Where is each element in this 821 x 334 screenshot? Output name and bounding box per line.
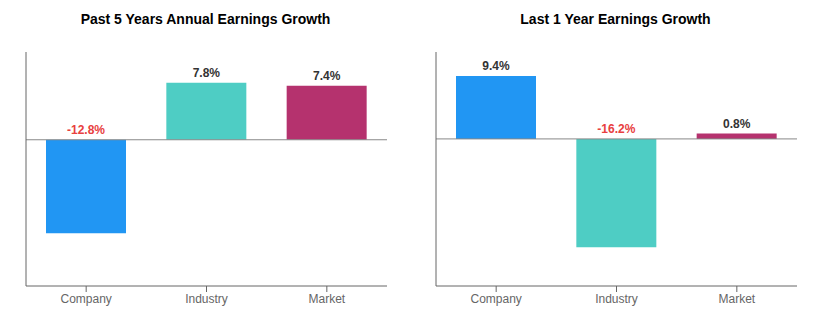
svg-text:Company: Company	[470, 292, 521, 306]
svg-text:Market: Market	[308, 292, 345, 306]
svg-text:Market: Market	[718, 292, 755, 306]
svg-text:-12.8%: -12.8%	[67, 123, 105, 137]
svg-text:9.4%: 9.4%	[482, 59, 510, 73]
svg-text:Industry: Industry	[185, 292, 228, 306]
svg-text:Industry: Industry	[595, 292, 638, 306]
svg-text:7.8%: 7.8%	[193, 66, 221, 80]
html-text:Last 1 Year Earnings Growth: Last 1 Year Earnings Growth	[520, 11, 711, 27]
svg-text:7.4%: 7.4%	[313, 69, 341, 83]
svg-text:0.8%: 0.8%	[723, 117, 751, 131]
html-text:Past 5 Years Annual Earnings G: Past 5 Years Annual Earnings Growth	[80, 11, 331, 27]
svg-text:Company: Company	[60, 292, 111, 306]
svg-text:-16.2%: -16.2%	[597, 122, 635, 136]
